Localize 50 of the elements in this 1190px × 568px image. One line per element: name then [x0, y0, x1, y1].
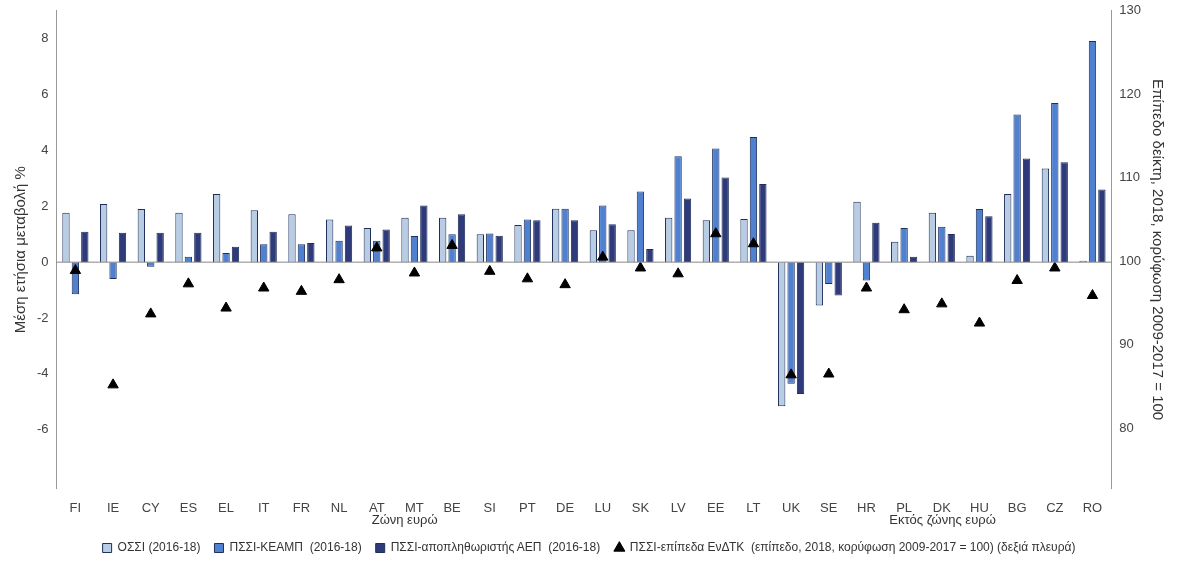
- x-tick-label: HR: [857, 499, 876, 515]
- y2-tick-label: 130: [1119, 2, 1142, 18]
- x-tick-label: DK: [932, 499, 952, 515]
- legend-label: ΟΣΣΙ (2016-18): [117, 540, 201, 555]
- x-tick-label: LV: [670, 499, 686, 515]
- x-tick-label: UK: [782, 499, 801, 515]
- y-tick-label: 0: [41, 253, 49, 269]
- x-tick-label: AT: [368, 499, 385, 515]
- x-tick-label: EE: [707, 499, 725, 515]
- x-tick-label: BG: [1007, 499, 1027, 515]
- x-tick-label: PL: [896, 499, 913, 515]
- y-axis-title: Μέση ετήσια μεταβολή %: [11, 166, 29, 334]
- x-tick-label: MT: [405, 499, 424, 515]
- y-tick-label: 4: [41, 142, 49, 158]
- text: Εκτός ζώνης ευρώ: [889, 512, 996, 528]
- y-tick-label: -2: [37, 309, 49, 325]
- text: Ζώνη ευρώ: [371, 512, 438, 528]
- y2-tick-label: 90: [1119, 336, 1134, 352]
- x-tick-label: IE: [106, 499, 120, 515]
- x-tick-label: CZ: [1046, 499, 1064, 515]
- legend-label: ΠΣΣΙ-αποπληθωριστής ΑΕΠ (2016-18): [390, 540, 601, 555]
- x-tick-label: SE: [820, 499, 838, 515]
- y-tick-label: -4: [37, 365, 49, 381]
- legend-label: ΠΣΣΙ-ΚΕΑΜΠ (2016-18): [229, 540, 362, 555]
- x-tick-label: LT: [746, 499, 761, 515]
- y-tick-label: 8: [41, 30, 49, 46]
- x-tick-label: BE: [443, 499, 462, 515]
- legend-label: ΠΣΣΙ-επίπεδα ΕνΔΤΚ (επίπεδο, 2018, κορύφωση 2009-2017 = 100) (δεξιά πλευρά): [629, 540, 1076, 555]
- y2-tick-label: 120: [1119, 85, 1142, 101]
- y2-tick-label: 110: [1119, 169, 1141, 185]
- x-tick-label: LU: [594, 499, 612, 515]
- x-tick-label: FR: [292, 499, 311, 515]
- y2-axis-title: Επίπεδο δείκτη, 2018, κορύφωση 2009-2017 = 100: [1149, 78, 1167, 421]
- x-tick-label: EL: [218, 499, 235, 515]
- y-tick-label: 2: [41, 197, 49, 213]
- x-tick-label: DE: [556, 499, 575, 515]
- y-tick-label: 6: [41, 86, 49, 102]
- x-tick-label: SK: [631, 499, 650, 515]
- x-tick-label: IT: [257, 499, 270, 515]
- y2-tick-label: 100: [1119, 252, 1142, 268]
- x-tick-label: FI: [69, 499, 82, 515]
- x-tick-label: NL: [330, 499, 348, 515]
- x-tick-label: SI: [483, 499, 496, 515]
- y-tick-label: -6: [37, 421, 49, 437]
- x-tick-label: ES: [179, 499, 198, 515]
- x-tick-label: RO: [1082, 499, 1103, 515]
- x-tick-label: CY: [141, 499, 161, 515]
- x-tick-label: PT: [519, 499, 536, 515]
- x-tick-label: HU: [970, 499, 989, 515]
- y2-tick-label: 80: [1119, 419, 1134, 435]
